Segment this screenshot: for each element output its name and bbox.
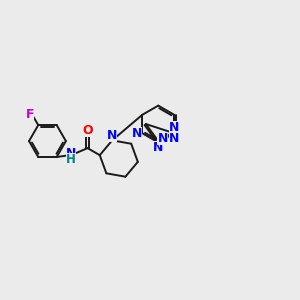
Text: N: N <box>66 147 76 160</box>
Text: N: N <box>158 132 168 146</box>
Text: H: H <box>66 153 76 166</box>
Text: N: N <box>106 128 117 142</box>
Text: N: N <box>132 127 142 140</box>
Text: N: N <box>169 132 179 145</box>
Text: N: N <box>153 141 164 154</box>
Text: O: O <box>82 124 93 137</box>
Text: N: N <box>169 122 179 134</box>
Text: F: F <box>26 108 34 121</box>
